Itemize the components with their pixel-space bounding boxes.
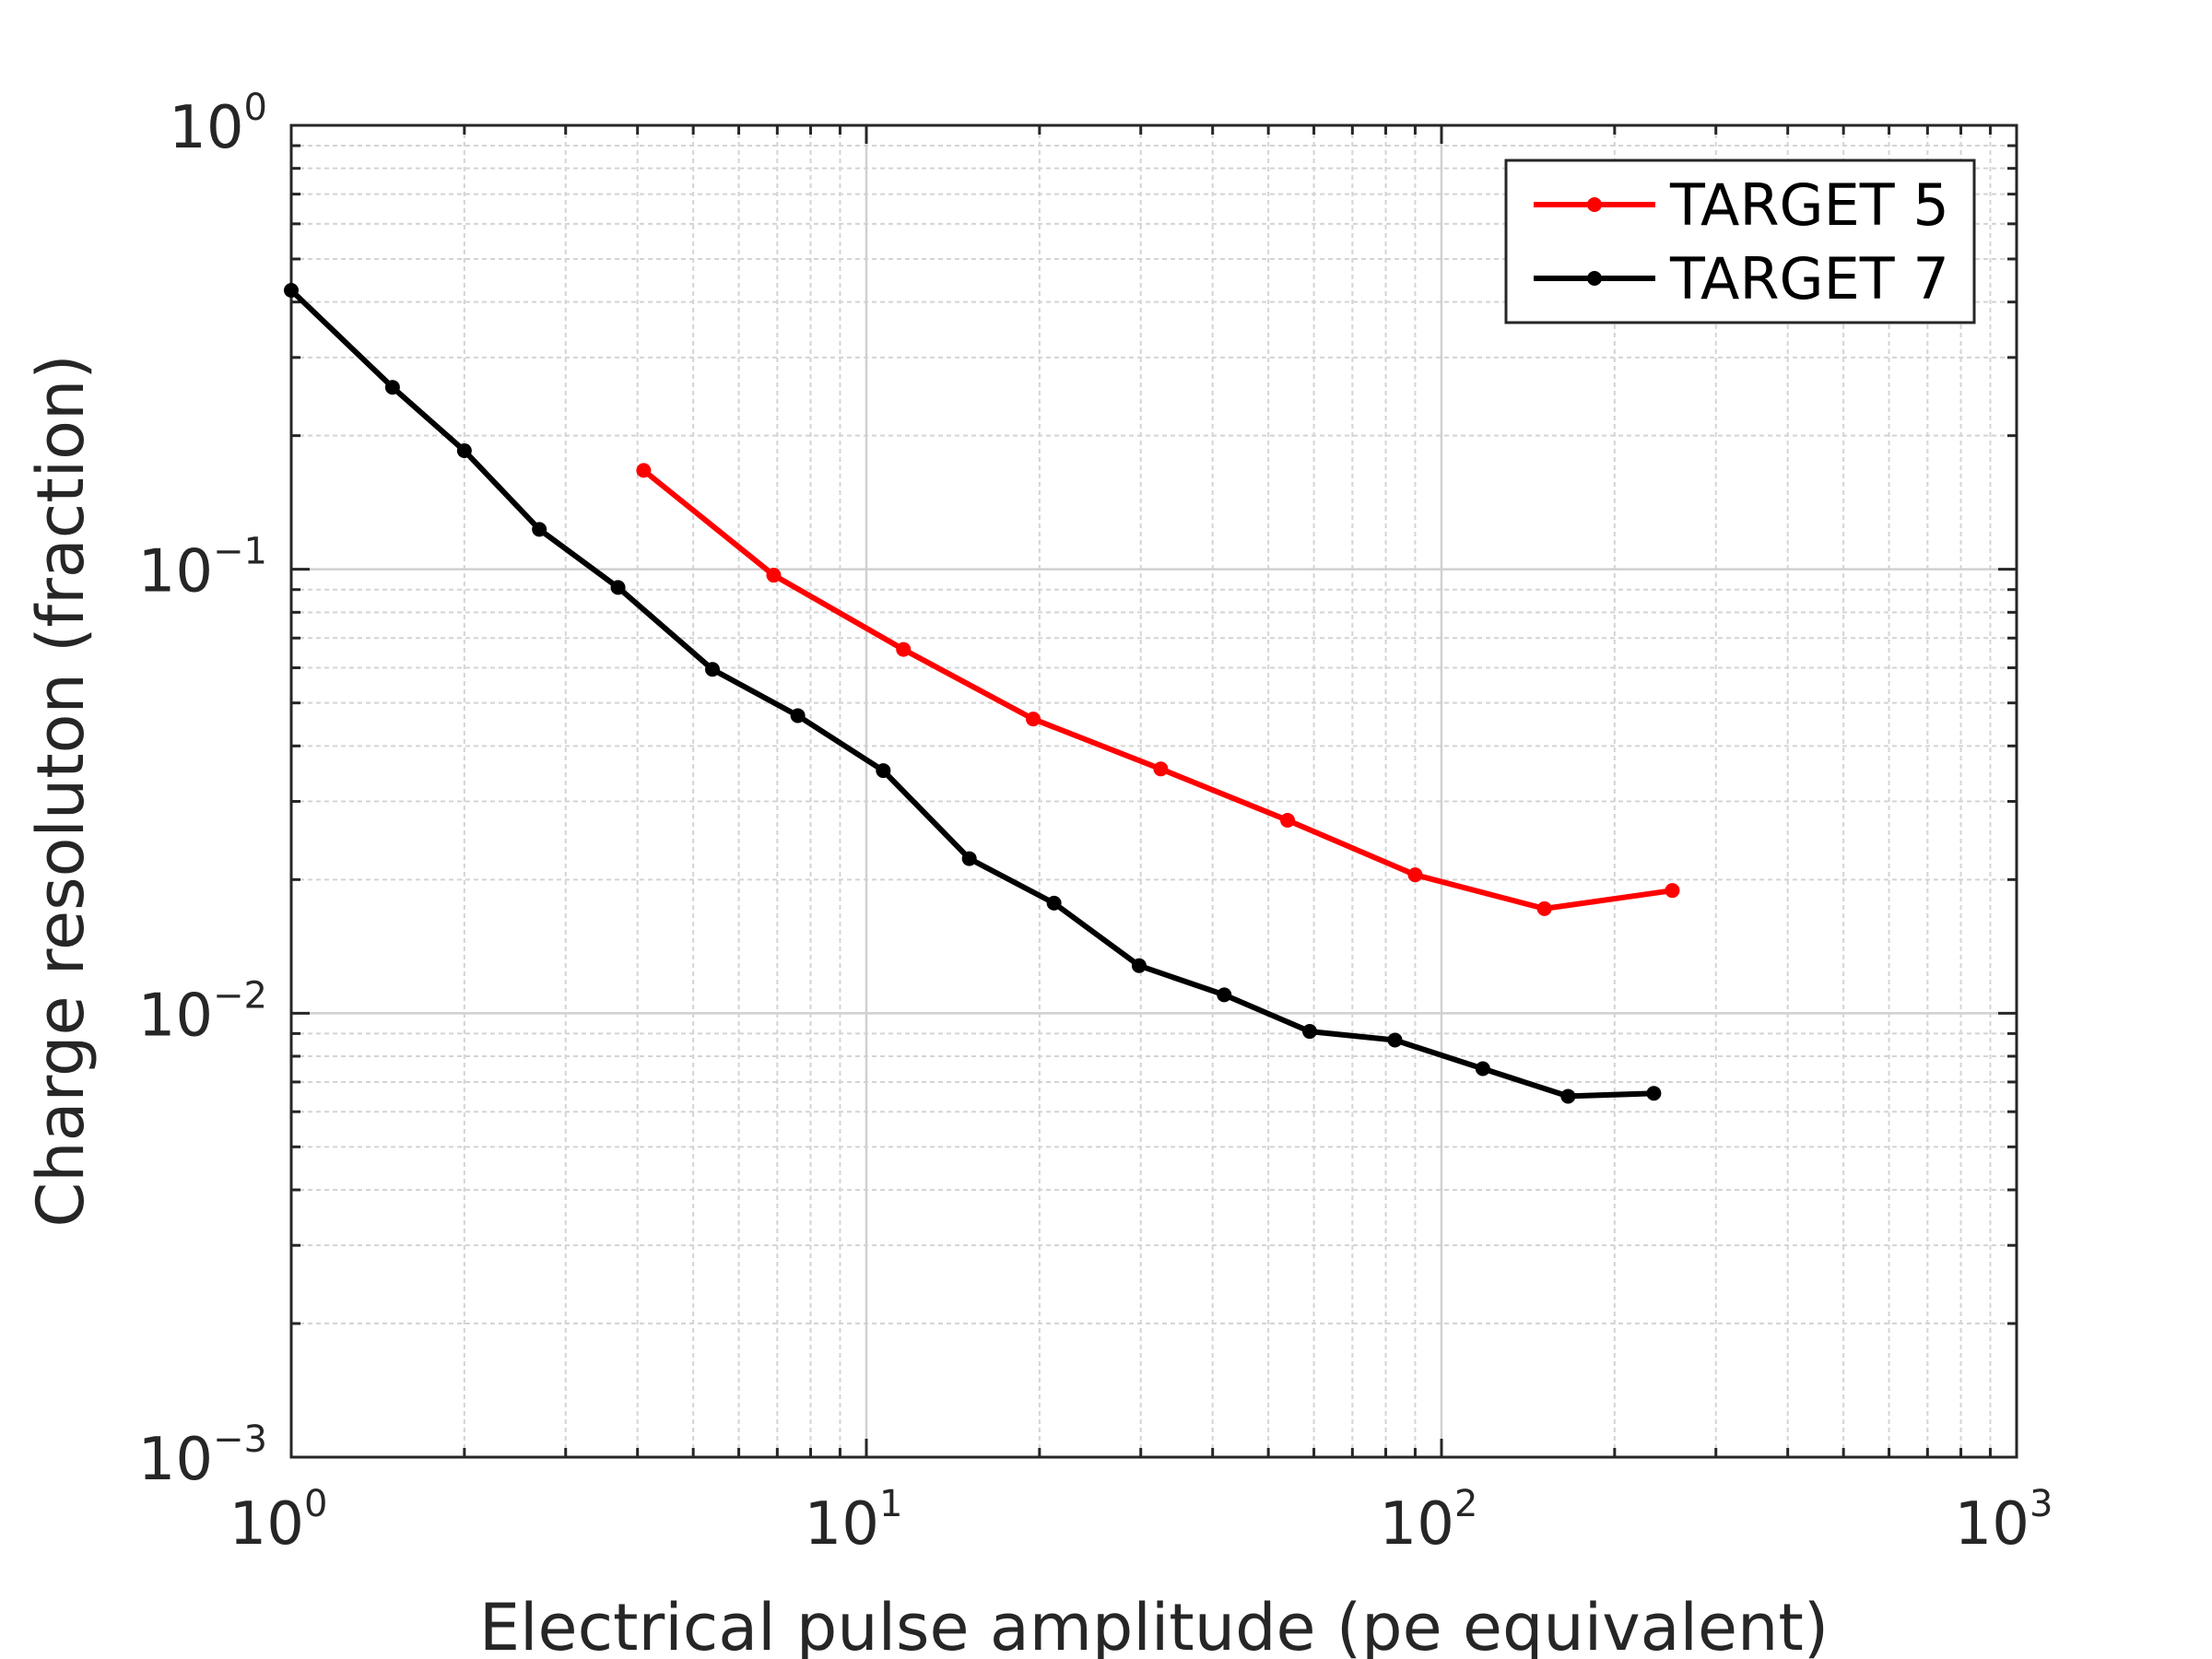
- data-point: [1131, 958, 1147, 973]
- data-point: [1217, 987, 1232, 1003]
- data-point: [1046, 895, 1062, 911]
- data-point: [1560, 1088, 1576, 1104]
- data-point: [961, 851, 977, 866]
- data-point: [1407, 867, 1423, 883]
- data-point: [1302, 1024, 1318, 1040]
- x-tick-label: 100: [229, 1483, 328, 1559]
- axis-ticks: 100 101 102 103 100 10−1 10−2 10−3: [138, 87, 2053, 1559]
- data-point: [284, 282, 299, 298]
- plot-area-frame: [289, 124, 2018, 1459]
- data-point: [532, 522, 547, 537]
- data-point: [1665, 883, 1680, 899]
- legend-item-target-5[interactable]: TARGET 5: [1534, 171, 1949, 239]
- data-point: [1025, 712, 1041, 727]
- data-point: [610, 580, 626, 595]
- legend-label-target-7: TARGET 7: [1669, 245, 1949, 312]
- data-point: [1280, 813, 1296, 829]
- y-tick-label: 100: [169, 87, 267, 162]
- y-tick-label: 10−2: [138, 974, 267, 1050]
- legend-marker-target-5: [1587, 197, 1602, 212]
- data-point: [1387, 1032, 1403, 1048]
- data-point: [876, 763, 891, 779]
- data-point: [1536, 900, 1552, 916]
- legend-label-target-5: TARGET 5: [1669, 171, 1949, 239]
- data-point: [456, 442, 472, 458]
- data-point: [636, 463, 652, 478]
- x-tick-label: 103: [1955, 1483, 2053, 1559]
- data-point: [1646, 1086, 1662, 1101]
- x-tick-label: 102: [1380, 1483, 1478, 1559]
- data-point: [1153, 761, 1169, 777]
- x-axis-title: Electrical pulse amplitude (pe equivalen…: [479, 1590, 1829, 1659]
- series: [284, 282, 1680, 1104]
- legend-box: [1504, 159, 1976, 324]
- data-point: [896, 641, 912, 657]
- series-target-5: [636, 463, 1680, 916]
- legend-item-target-7[interactable]: TARGET 7: [1534, 245, 1949, 312]
- data-point: [766, 568, 782, 583]
- data-point: [384, 380, 400, 395]
- data-point: [1475, 1061, 1490, 1077]
- y-axis-title: Charge resoluton (fraction): [23, 354, 99, 1227]
- series-target-7: [284, 282, 1662, 1104]
- data-point: [705, 662, 721, 677]
- x-tick-label: 101: [805, 1483, 903, 1559]
- y-tick-label: 10−1: [138, 531, 267, 606]
- y-tick-label: 10−3: [138, 1418, 267, 1494]
- legend-marker-target-7: [1587, 271, 1602, 286]
- grid: [289, 124, 2018, 1459]
- data-point: [790, 708, 806, 724]
